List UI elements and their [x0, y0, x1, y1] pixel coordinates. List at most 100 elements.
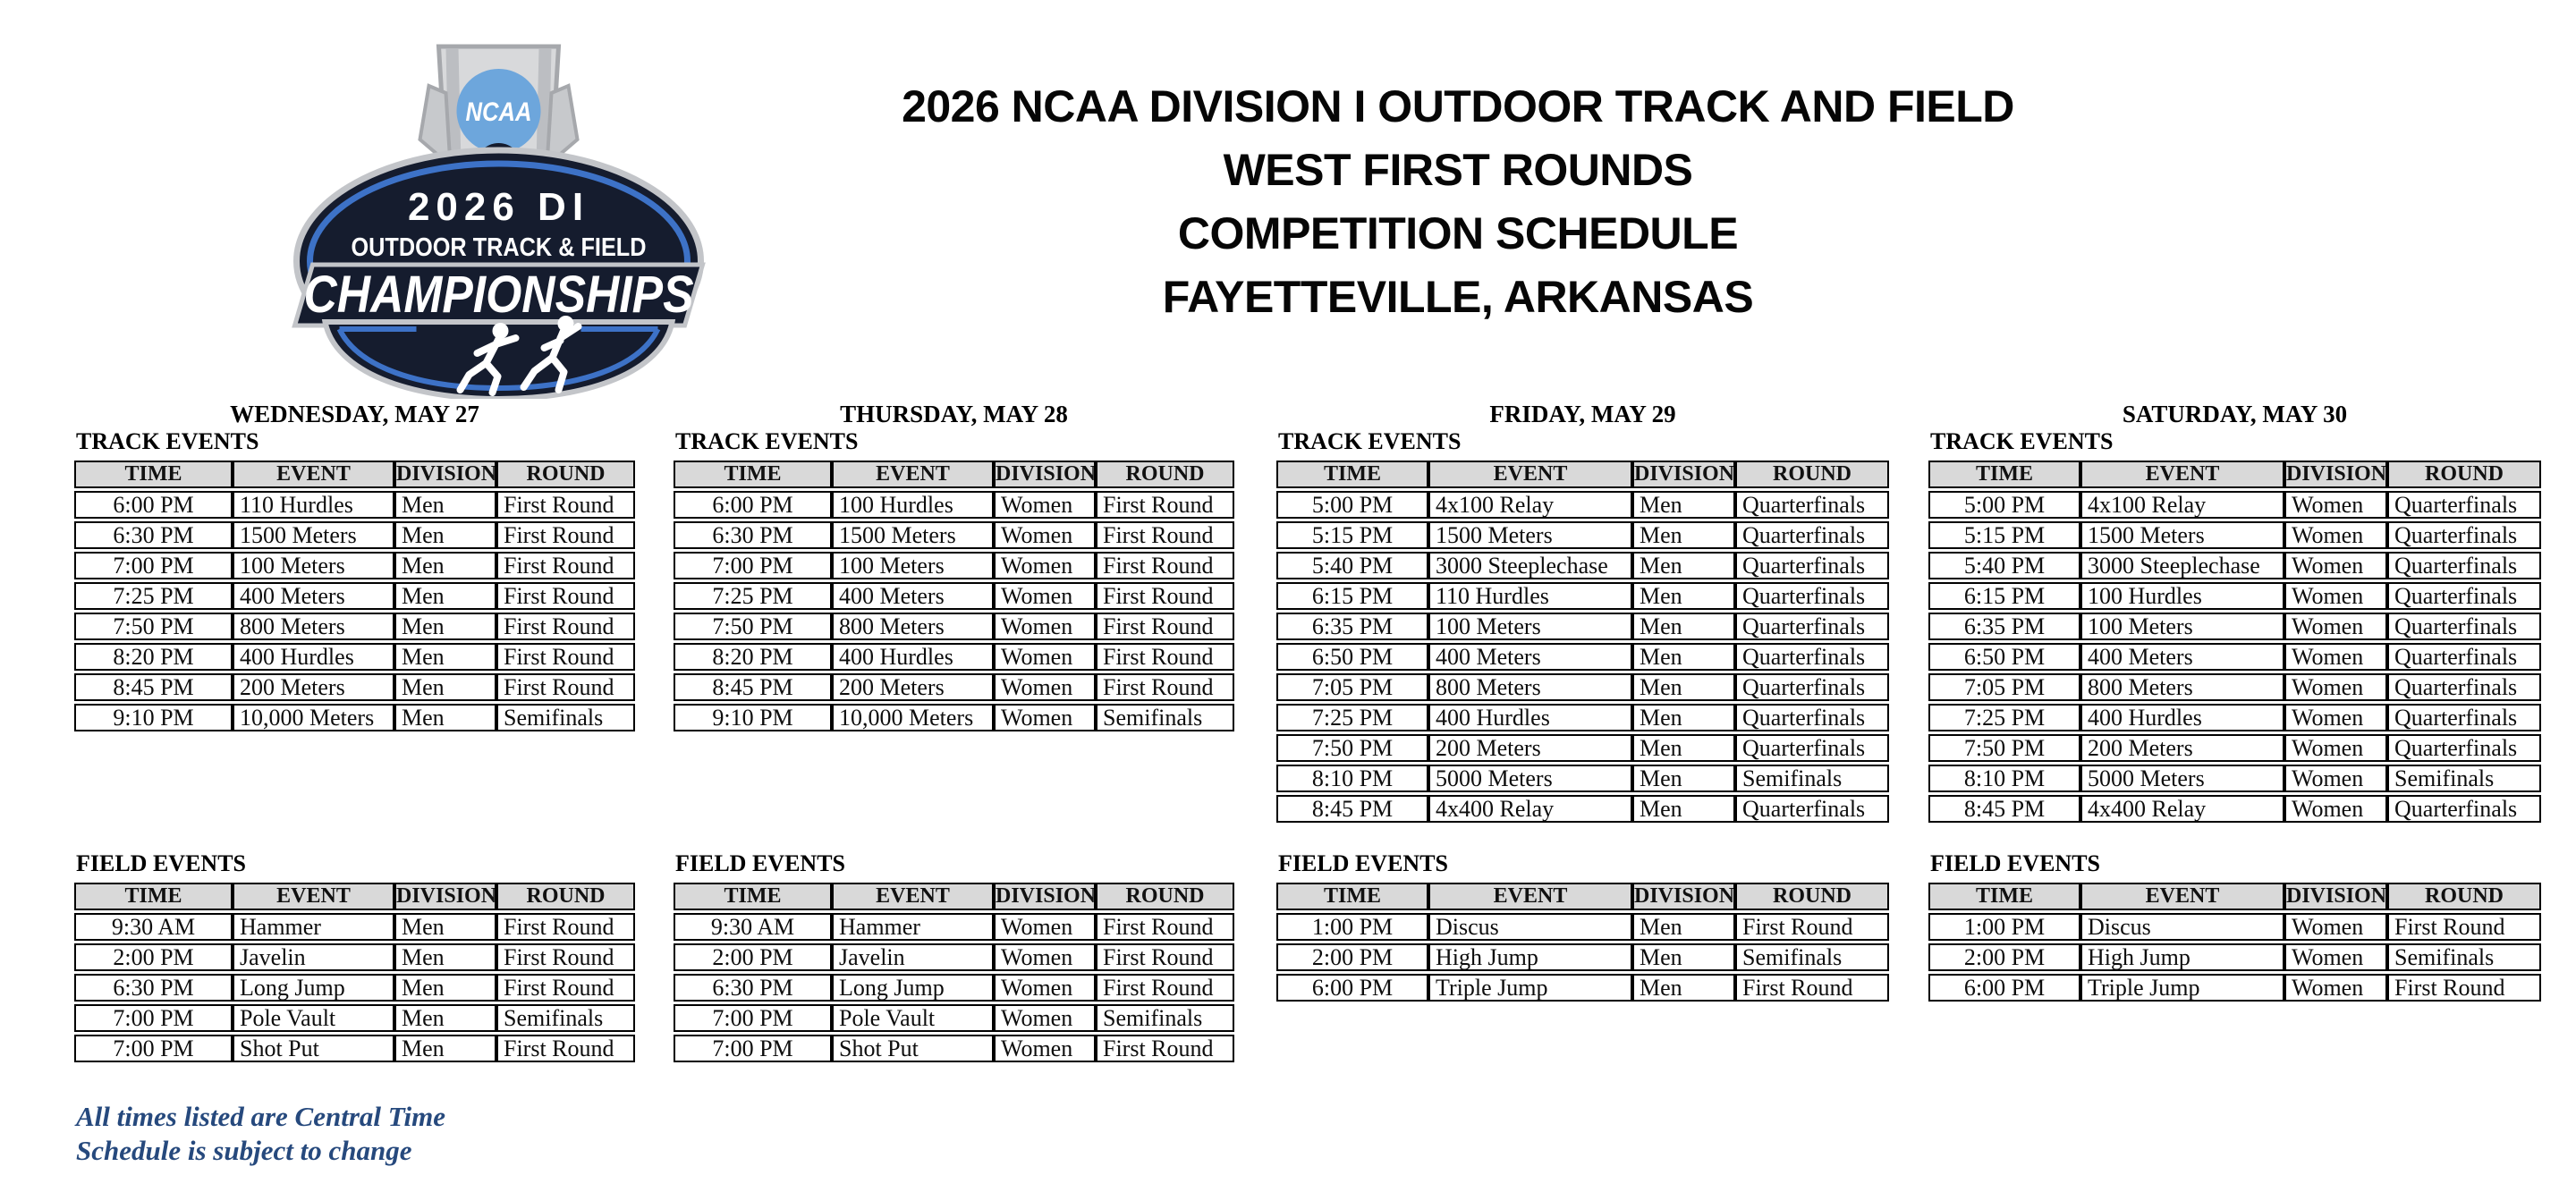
table-row: 6:15 PM 110 Hurdles Men Quarterfinals	[1276, 582, 1889, 610]
table-row: 7:05 PM 800 Meters Men Quarterfinals	[1276, 673, 1889, 701]
table-row: 5:40 PM 3000 Steeplechase Women Quarterfina…	[1928, 552, 2541, 579]
table-row: 7:25 PM 400 Hurdles Men Quarterfinals	[1276, 704, 1889, 731]
field-events-table: TIME EVENT DIVISION ROUND 9:30 AM Hammer Women…	[674, 880, 1234, 1065]
table-row: 7:25 PM 400 Meters Women First Round	[674, 582, 1234, 610]
cell-event: 1500 Meters	[2080, 521, 2284, 549]
table-row: 6:15 PM 100 Hurdles Women Quarterfinals	[1928, 582, 2541, 610]
cell-round: First Round	[1735, 913, 1889, 941]
table-row: 6:30 PM 1500 Meters Men First Round	[74, 521, 635, 549]
logo-sport: OUTDOOR TRACK & FIELD	[352, 233, 647, 262]
cell-event: 800 Meters	[832, 613, 994, 640]
cell-time: 9:30 AM	[74, 913, 233, 941]
column-header: DIVISION	[1632, 461, 1735, 488]
cell-time: 6:30 PM	[674, 521, 832, 549]
cell-round: First Round	[2387, 913, 2541, 941]
cell-time: 6:35 PM	[1928, 613, 2080, 640]
table-row: 8:45 PM 4x400 Relay Women Quarterfinals	[1928, 795, 2541, 823]
column-header: DIVISION	[994, 461, 1096, 488]
column-header: ROUND	[1735, 883, 1889, 910]
table-row: 7:50 PM 200 Meters Men Quarterfinals	[1276, 734, 1889, 762]
table-row: 6:35 PM 100 Meters Men Quarterfinals	[1276, 613, 1889, 640]
cell-event: 100 Hurdles	[2080, 582, 2284, 610]
cell-event: 10,000 Meters	[233, 704, 394, 731]
column-header: TIME	[1276, 461, 1428, 488]
cell-round: Quarterfinals	[2387, 613, 2541, 640]
table-row: 6:50 PM 400 Meters Women Quarterfinals	[1928, 643, 2541, 671]
cell-round: Semifinals	[1096, 704, 1234, 731]
cell-round: Semifinals	[2387, 765, 2541, 792]
cell-time: 8:45 PM	[1276, 795, 1428, 823]
cell-time: 6:15 PM	[1928, 582, 2080, 610]
column-header: EVENT	[233, 461, 394, 488]
logo-championships: CHAMPIONSHIPS	[304, 266, 694, 324]
cell-event: 800 Meters	[1428, 673, 1632, 701]
cell-time: 6:35 PM	[1276, 613, 1428, 640]
table-row: 1:00 PM Discus Men First Round	[1276, 913, 1889, 941]
table-row: 7:50 PM 800 Meters Women First Round	[674, 613, 1234, 640]
table-row: 6:00 PM Triple Jump Women First Round	[1928, 974, 2541, 1002]
header-row: TIME EVENT DIVISION ROUND	[1276, 883, 1889, 910]
cell-event: Pole Vault	[832, 1004, 994, 1032]
cell-time: 7:00 PM	[674, 1035, 832, 1062]
table-row: 2:00 PM High Jump Women Semifinals	[1928, 943, 2541, 971]
cell-time: 7:25 PM	[1276, 704, 1428, 731]
cell-time: 5:15 PM	[1276, 521, 1428, 549]
table-row: 6:50 PM 400 Meters Men Quarterfinals	[1276, 643, 1889, 671]
cell-division: Women	[994, 582, 1096, 610]
cell-time: 6:30 PM	[74, 521, 233, 549]
cell-division: Women	[994, 1035, 1096, 1062]
cell-time: 7:25 PM	[1928, 704, 2080, 731]
table-row: 7:05 PM 800 Meters Women Quarterfinals	[1928, 673, 2541, 701]
cell-event: 1500 Meters	[832, 521, 994, 549]
table-row: 7:00 PM Shot Put Men First Round	[74, 1035, 635, 1062]
cell-time: 7:00 PM	[74, 552, 233, 579]
cell-round: Quarterfinals	[1735, 734, 1889, 762]
cell-event: Pole Vault	[233, 1004, 394, 1032]
day-column-friday: FRIDAY, MAY 29 TRACK EVENTS TIME EVENT DIV…	[1276, 401, 1889, 1080]
cell-round: First Round	[1096, 491, 1234, 519]
cell-event: 200 Meters	[1428, 734, 1632, 762]
cell-event: 4x400 Relay	[1428, 795, 1632, 823]
table-row: 5:15 PM 1500 Meters Men Quarterfinals	[1276, 521, 1889, 549]
cell-time: 7:00 PM	[674, 1004, 832, 1032]
cell-round: First Round	[1096, 582, 1234, 610]
cell-event: Shot Put	[832, 1035, 994, 1062]
cell-time: 5:15 PM	[1928, 521, 2080, 549]
cell-time: 7:25 PM	[674, 582, 832, 610]
cell-time: 6:50 PM	[1928, 643, 2080, 671]
cell-round: First Round	[496, 974, 635, 1002]
cell-division: Men	[394, 491, 496, 519]
cell-time: 7:50 PM	[74, 613, 233, 640]
cell-event: 5000 Meters	[2080, 765, 2284, 792]
cell-division: Women	[994, 704, 1096, 731]
cell-division: Women	[994, 552, 1096, 579]
table-row: 2:00 PM Javelin Men First Round	[74, 943, 635, 971]
column-header: ROUND	[1096, 461, 1234, 488]
cell-round: First Round	[1096, 613, 1234, 640]
table-row: 7:00 PM 100 Meters Men First Round	[74, 552, 635, 579]
cell-event: 400 Meters	[1428, 643, 1632, 671]
cell-round: Quarterfinals	[2387, 491, 2541, 519]
table-row: 6:30 PM Long Jump Men First Round	[74, 974, 635, 1002]
column-header: ROUND	[496, 883, 635, 910]
title-line-3: COMPETITION SCHEDULE	[1177, 208, 1739, 258]
header-row: TIME EVENT DIVISION ROUND	[1928, 461, 2541, 488]
cell-time: 9:10 PM	[674, 704, 832, 731]
cell-event: 4x400 Relay	[2080, 795, 2284, 823]
table-row: 7:00 PM Pole Vault Women Semifinals	[674, 1004, 1234, 1032]
column-header: EVENT	[832, 461, 994, 488]
cell-division: Men	[394, 1035, 496, 1062]
cell-event: Triple Jump	[2080, 974, 2284, 1002]
cell-division: Women	[2284, 765, 2387, 792]
cell-division: Men	[1632, 913, 1735, 941]
cell-event: 110 Hurdles	[233, 491, 394, 519]
cell-division: Women	[994, 613, 1096, 640]
cell-event: 200 Meters	[233, 673, 394, 701]
cell-event: 400 Meters	[832, 582, 994, 610]
cell-event: Javelin	[832, 943, 994, 971]
cell-division: Men	[394, 582, 496, 610]
track-events-table: TIME EVENT DIVISION ROUND 6:00 PM 110 Hurdles…	[74, 458, 635, 734]
cell-time: 6:15 PM	[1276, 582, 1428, 610]
table-row: 8:10 PM 5000 Meters Men Semifinals	[1276, 765, 1889, 792]
cell-division: Women	[2284, 913, 2387, 941]
